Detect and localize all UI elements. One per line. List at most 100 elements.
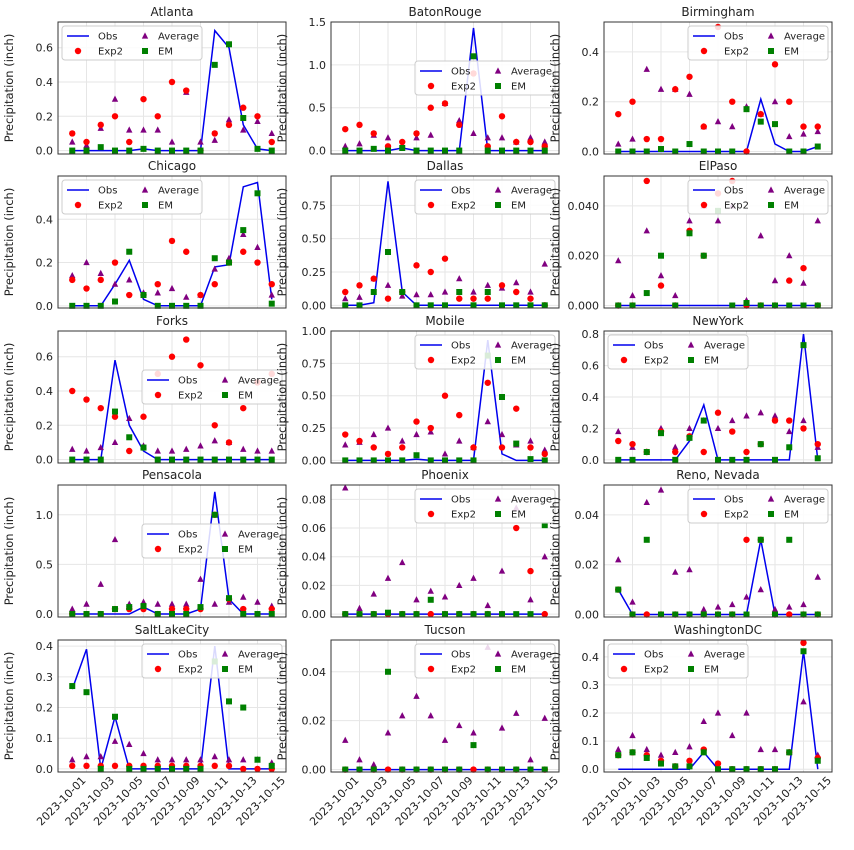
exp2-point (427, 268, 434, 276)
legend-box (687, 179, 829, 215)
average-point (814, 127, 821, 135)
em-point (370, 457, 377, 464)
em-point (499, 611, 505, 618)
average-point (342, 441, 349, 448)
em-point (240, 456, 247, 463)
em-point (615, 302, 622, 309)
average-point (513, 279, 520, 286)
legend-em-swatch (495, 202, 501, 208)
em-point (342, 147, 349, 154)
exp2-point (97, 276, 104, 284)
panel-phoenix: Phoenix 0.00 0.02 0.04 0.06 0.08 Precipitation… (275, 468, 560, 621)
legend-em-swatch (688, 666, 694, 672)
legend-average-label: Average (784, 186, 825, 197)
average-point (470, 574, 477, 581)
y-tick-label: 0.04 (575, 509, 600, 522)
em-point (240, 611, 247, 618)
axes-frame (603, 175, 833, 309)
legend-exp2-swatch (700, 201, 708, 209)
em-point (527, 302, 534, 309)
average-point (97, 269, 104, 276)
legend-em-label: EM (238, 391, 253, 402)
em-point (729, 148, 736, 155)
legend-average-label: Average (704, 341, 745, 352)
legend-em-label: EM (238, 665, 253, 676)
em-point (126, 604, 133, 611)
average-point (83, 600, 90, 607)
em-point (442, 611, 448, 618)
em-point (427, 147, 434, 154)
y-tick-label: 0.25 (302, 422, 327, 435)
em-point (69, 456, 76, 463)
exp2-point (729, 428, 736, 435)
em-point (226, 595, 232, 602)
legend-average-label: Average (511, 186, 552, 197)
y-tick-label: 0.4 (582, 391, 600, 404)
em-point (427, 302, 434, 309)
average-point (240, 126, 247, 133)
y-tick-label: 0.000 (568, 300, 600, 313)
average-point (470, 129, 477, 137)
panel-title: WashingtonDC (674, 623, 762, 637)
average-point (268, 291, 275, 298)
average-point (356, 604, 363, 611)
average-point (384, 281, 392, 288)
axes-frame (330, 484, 560, 618)
y-tick-label: 0.1 (36, 732, 54, 745)
legend-exp2-swatch (427, 201, 435, 209)
em-point (385, 609, 391, 616)
exp2-point (498, 113, 506, 120)
panel-title: Phoenix (421, 468, 469, 482)
average-point (168, 447, 176, 454)
average-point (154, 126, 161, 133)
em-point (385, 147, 391, 154)
average-point (183, 445, 190, 452)
em-point (814, 143, 821, 150)
em-point (513, 766, 520, 773)
legend-obs-label: Obs (724, 186, 743, 197)
em-point (413, 766, 420, 773)
em-point (254, 145, 261, 152)
legend-exp2-label: Exp2 (451, 510, 476, 521)
average-point (225, 756, 233, 763)
average-point (254, 243, 261, 251)
panel-title: Forks (156, 314, 188, 328)
axes-frame (57, 330, 287, 464)
y-tick-label: 0.4 (36, 640, 54, 653)
legend-exp2-swatch (74, 201, 82, 209)
average-point (527, 437, 534, 444)
average-point (615, 745, 622, 753)
legend: Obs Average Exp2 EM (687, 25, 829, 61)
average-point (786, 603, 793, 610)
average-point (126, 126, 133, 133)
axes-frame (57, 175, 287, 309)
exp2-point (714, 760, 722, 767)
average-point (441, 736, 449, 743)
legend-obs-label: Obs (178, 530, 197, 541)
axes-frame (57, 484, 287, 618)
em-point (197, 765, 204, 772)
exp2-point (427, 424, 434, 432)
em-point (385, 457, 391, 464)
em-point (385, 668, 391, 675)
average-point (470, 288, 477, 295)
average-point (629, 291, 636, 299)
legend-exp2-label: Exp2 (724, 47, 749, 58)
em-point (786, 148, 793, 155)
legend: Obs Average Exp2 EM (414, 60, 556, 96)
y-tick-label: 0.00 (302, 454, 327, 467)
axes-frame (603, 330, 833, 464)
average-point (743, 709, 750, 716)
average-point (427, 428, 434, 435)
legend: Obs Average Exp2 EM (414, 334, 556, 370)
em-point (356, 147, 363, 154)
em-point (700, 611, 707, 618)
average-point (498, 430, 506, 438)
average-point (126, 740, 133, 747)
panel-title: Atlanta (150, 5, 193, 19)
exp2-point (384, 295, 392, 302)
average-point (126, 276, 133, 283)
legend-em-label: EM (511, 356, 526, 367)
exp2-point (126, 138, 133, 146)
